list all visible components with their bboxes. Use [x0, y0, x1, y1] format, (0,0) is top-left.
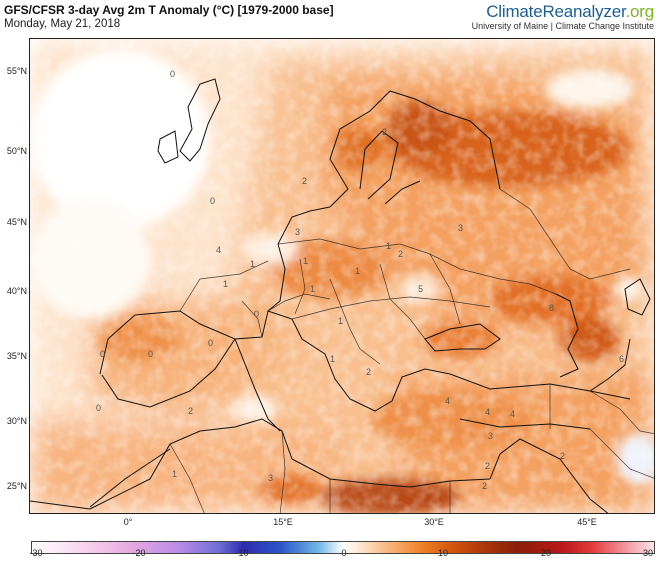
- contour-label: 4: [216, 245, 221, 255]
- contour-label: 1: [338, 316, 343, 326]
- contour-label: 3: [268, 473, 273, 483]
- contour-label: 2: [302, 176, 307, 186]
- lon-label: 45°E: [577, 517, 597, 527]
- contour-label: 3: [458, 223, 463, 233]
- contour-label: 2: [398, 249, 403, 259]
- contour-label: 4: [445, 396, 450, 406]
- brand-name: ClimateReanalyzer.org: [486, 2, 654, 21]
- lat-label: 35°N: [6, 351, 27, 361]
- contour-label: 1: [172, 469, 177, 479]
- contour-label: 4: [510, 409, 515, 419]
- map-title: GFS/CFSR 3-day Avg 2m T Anomaly (°C) [19…: [4, 3, 334, 17]
- contour-label: 2: [382, 127, 387, 137]
- contour-label: 4: [485, 407, 490, 417]
- contour-label: 0: [96, 403, 101, 413]
- contour-label: 8: [549, 303, 554, 313]
- contour-label: 1: [223, 279, 228, 289]
- colorbar: [31, 541, 655, 554]
- contour-label: 1: [330, 354, 335, 364]
- map-date: Monday, May 21, 2018: [4, 18, 121, 30]
- lon-label: 30°E: [424, 517, 444, 527]
- anomaly-map[interactable]: 0 0 0 2 2 3 3 1 1 1 1 1 4 2 1 5 0 1 0 8 …: [29, 38, 655, 514]
- brand-affiliation: University of Maine | Climate Change Ins…: [471, 21, 654, 31]
- contour-label: 0: [148, 349, 153, 359]
- colorbar-tick: -20: [132, 548, 146, 558]
- contour-label: 0: [254, 309, 259, 319]
- lat-label: 40°N: [6, 286, 27, 296]
- lat-label: 50°N: [6, 146, 27, 156]
- lat-label: 55°N: [6, 66, 27, 76]
- contour-label: 0: [100, 349, 105, 359]
- contour-label: 6: [619, 354, 624, 364]
- colorbar-tick: -30: [29, 548, 43, 558]
- lat-label: 45°N: [6, 217, 27, 227]
- contour-label: 0: [210, 196, 215, 206]
- contour-label: 0: [170, 69, 175, 79]
- colorbar-tick: 0: [341, 548, 347, 558]
- lon-label: 15°E: [273, 517, 293, 527]
- contour-label: 1: [310, 284, 315, 294]
- colorbar-tick: 30: [642, 548, 654, 558]
- contour-label: 1: [355, 266, 360, 276]
- lat-label: 25°N: [6, 481, 27, 491]
- contour-label: 2: [188, 406, 193, 416]
- contour-label: 2: [482, 481, 487, 491]
- contour-label: 3: [295, 227, 300, 237]
- brand-logo[interactable]: ClimateReanalyzer.org University of Main…: [471, 2, 655, 31]
- colorbar-tick: 10: [437, 548, 449, 558]
- contour-label: 5: [418, 284, 423, 294]
- lat-label: 30°N: [6, 416, 27, 426]
- contour-label: 1: [303, 256, 308, 266]
- contour-label: 2: [560, 451, 565, 461]
- colorbar-tick: -10: [235, 548, 249, 558]
- contour-label: 1: [386, 241, 391, 251]
- contour-label: 0: [208, 338, 213, 348]
- colorbar-tick: 20: [540, 548, 552, 558]
- contour-label: 2: [366, 367, 371, 377]
- lon-label: 0°: [123, 517, 133, 527]
- contour-label: 2: [485, 461, 490, 471]
- contour-label: 3: [488, 431, 493, 441]
- contour-label: 1: [250, 259, 255, 269]
